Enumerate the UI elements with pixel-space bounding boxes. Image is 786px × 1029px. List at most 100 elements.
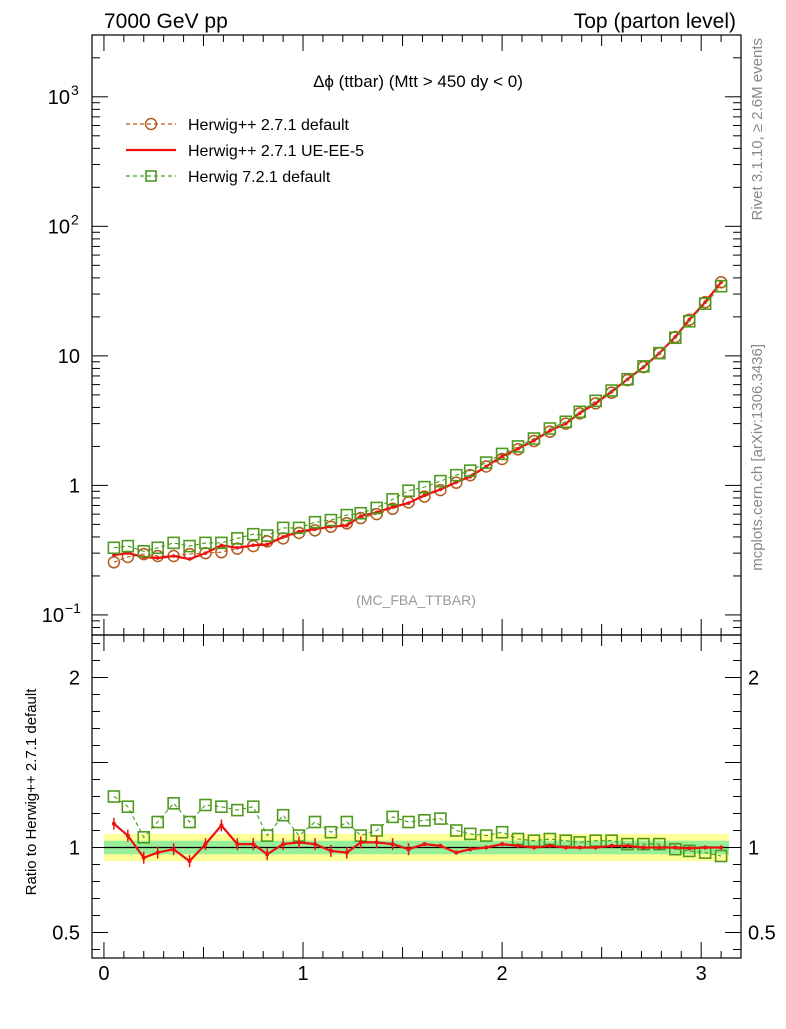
data-point-dot — [500, 454, 504, 459]
ratio-y-axis: 0.5 0.5 1 1 2 2 — [52, 643, 776, 950]
ratio-y-tick-label: 2 — [69, 668, 80, 690]
ratio-point-dot — [265, 852, 270, 857]
ratio-point-dot — [703, 845, 708, 850]
mcplots-label: mcplots.cern.ch [arXiv:1306.3436] — [749, 344, 766, 571]
ratio-point-square — [714, 849, 728, 863]
data-point-circle — [151, 549, 164, 563]
ratio-point-square — [495, 825, 509, 839]
data-point-dot — [235, 545, 240, 550]
ratio-point-dot — [312, 842, 317, 847]
ratio-point-dot — [390, 842, 395, 847]
ratio-point-square — [386, 810, 399, 824]
ratio-point-dot — [344, 850, 349, 855]
legend-entry-herwig-ue-ee-5: Herwig++ 2.7.1 UE-EE-5 — [126, 143, 364, 160]
data-point-dot — [358, 514, 363, 518]
ratio-point-square — [260, 829, 274, 842]
data-point-square — [714, 279, 728, 293]
ratio-point-square — [450, 824, 463, 837]
data-point-dot — [687, 317, 692, 322]
y-tick-label: 10 — [48, 216, 70, 238]
data-point-dot — [703, 300, 707, 304]
data-point-square — [151, 541, 164, 555]
data-point-square — [479, 456, 493, 469]
ratio-point-square — [107, 790, 121, 803]
data-point-square — [511, 440, 525, 453]
ratio-point-dot — [719, 845, 724, 850]
ratio-point-dot — [328, 848, 333, 853]
data-point-dot — [281, 535, 285, 539]
ratio-point-square — [137, 830, 151, 844]
data-point-square — [292, 521, 306, 535]
data-point-square — [231, 532, 244, 545]
data-point-circle — [418, 490, 431, 503]
data-point-dot — [406, 501, 411, 505]
ratio-point-square — [215, 800, 228, 814]
data-point-square — [434, 474, 447, 488]
ratio-point-square — [246, 800, 260, 814]
ratio-point-dot — [155, 850, 160, 855]
series-line-0 — [113, 281, 722, 563]
data-point-square — [199, 536, 212, 550]
ratio-point-dot — [235, 842, 240, 847]
data-point-dot — [673, 335, 678, 339]
ratio-point-dot — [593, 845, 598, 850]
rivet-label: Rivet 3.1.10, ≥ 2.6M events — [749, 38, 766, 221]
ratio-point-dot — [673, 845, 678, 850]
data-point-square — [324, 513, 338, 527]
header-right: Top (parton level) — [574, 10, 736, 33]
data-point-square — [589, 394, 602, 408]
data-point-dot — [265, 542, 269, 547]
ratio-point-square — [231, 803, 244, 817]
ratio-point-square — [637, 837, 650, 851]
data-point-dot — [155, 556, 160, 560]
ratio-plot-frame — [91, 634, 742, 959]
ratio-point-dot — [141, 855, 146, 860]
data-point-circle — [434, 483, 447, 497]
y-tick-label: 10 — [42, 605, 64, 627]
y-tick-label-exponent: 2 — [71, 211, 79, 227]
ratio-ylabel: Ratio to Herwig++ 2.7.1 default — [23, 688, 40, 896]
main-series — [107, 276, 728, 569]
ratio-y-tick-label: 0.5 — [52, 923, 80, 945]
ratio-point-square — [434, 812, 447, 825]
data-point-dot — [345, 523, 349, 528]
ratio-point-dot — [577, 845, 582, 850]
y-tick-label-exponent: −1 — [65, 600, 81, 616]
data-point-square — [637, 360, 650, 373]
ratio-point-dot — [187, 859, 192, 864]
legend-label: Herwig 7.2.1 default — [188, 169, 331, 186]
data-point-square — [559, 415, 573, 429]
ratio-point-dot — [406, 847, 411, 852]
ratio-y-tick-label: 1 — [69, 838, 80, 860]
ratio-point-square — [621, 837, 634, 851]
data-point-square — [669, 331, 682, 345]
y-tick-label: 10 — [58, 346, 80, 368]
legend-label: Herwig++ 2.7.1 UE-EE-5 — [188, 143, 364, 160]
data-point-square — [682, 314, 696, 328]
ratio-point-dot — [609, 843, 614, 848]
data-point-circle — [340, 517, 354, 530]
data-point-dot — [516, 446, 520, 451]
data-point-square — [621, 372, 634, 386]
ratio-point-square — [479, 829, 493, 842]
data-point-square — [215, 536, 228, 550]
data-point-dot — [422, 493, 427, 498]
y-tick-label: 1 — [69, 475, 80, 497]
ratio-point-square — [463, 827, 477, 841]
ratio-point-square — [653, 837, 666, 851]
y-tick-label: 10 — [48, 87, 70, 109]
data-point-square — [495, 447, 509, 461]
ratio-point-square — [308, 815, 322, 829]
ratio-point-square — [370, 824, 383, 837]
ratio-point-dot — [422, 842, 427, 847]
ratio-point-dot — [454, 850, 459, 855]
ratio-point-square — [324, 825, 338, 839]
data-point-square — [121, 539, 135, 553]
ratio-point-square — [669, 842, 682, 856]
series-line-2 — [113, 285, 722, 552]
data-point-circle — [450, 476, 463, 489]
ratio-point-dot — [547, 843, 552, 848]
ratio-point-dot — [251, 842, 256, 847]
data-point-square — [167, 536, 180, 550]
